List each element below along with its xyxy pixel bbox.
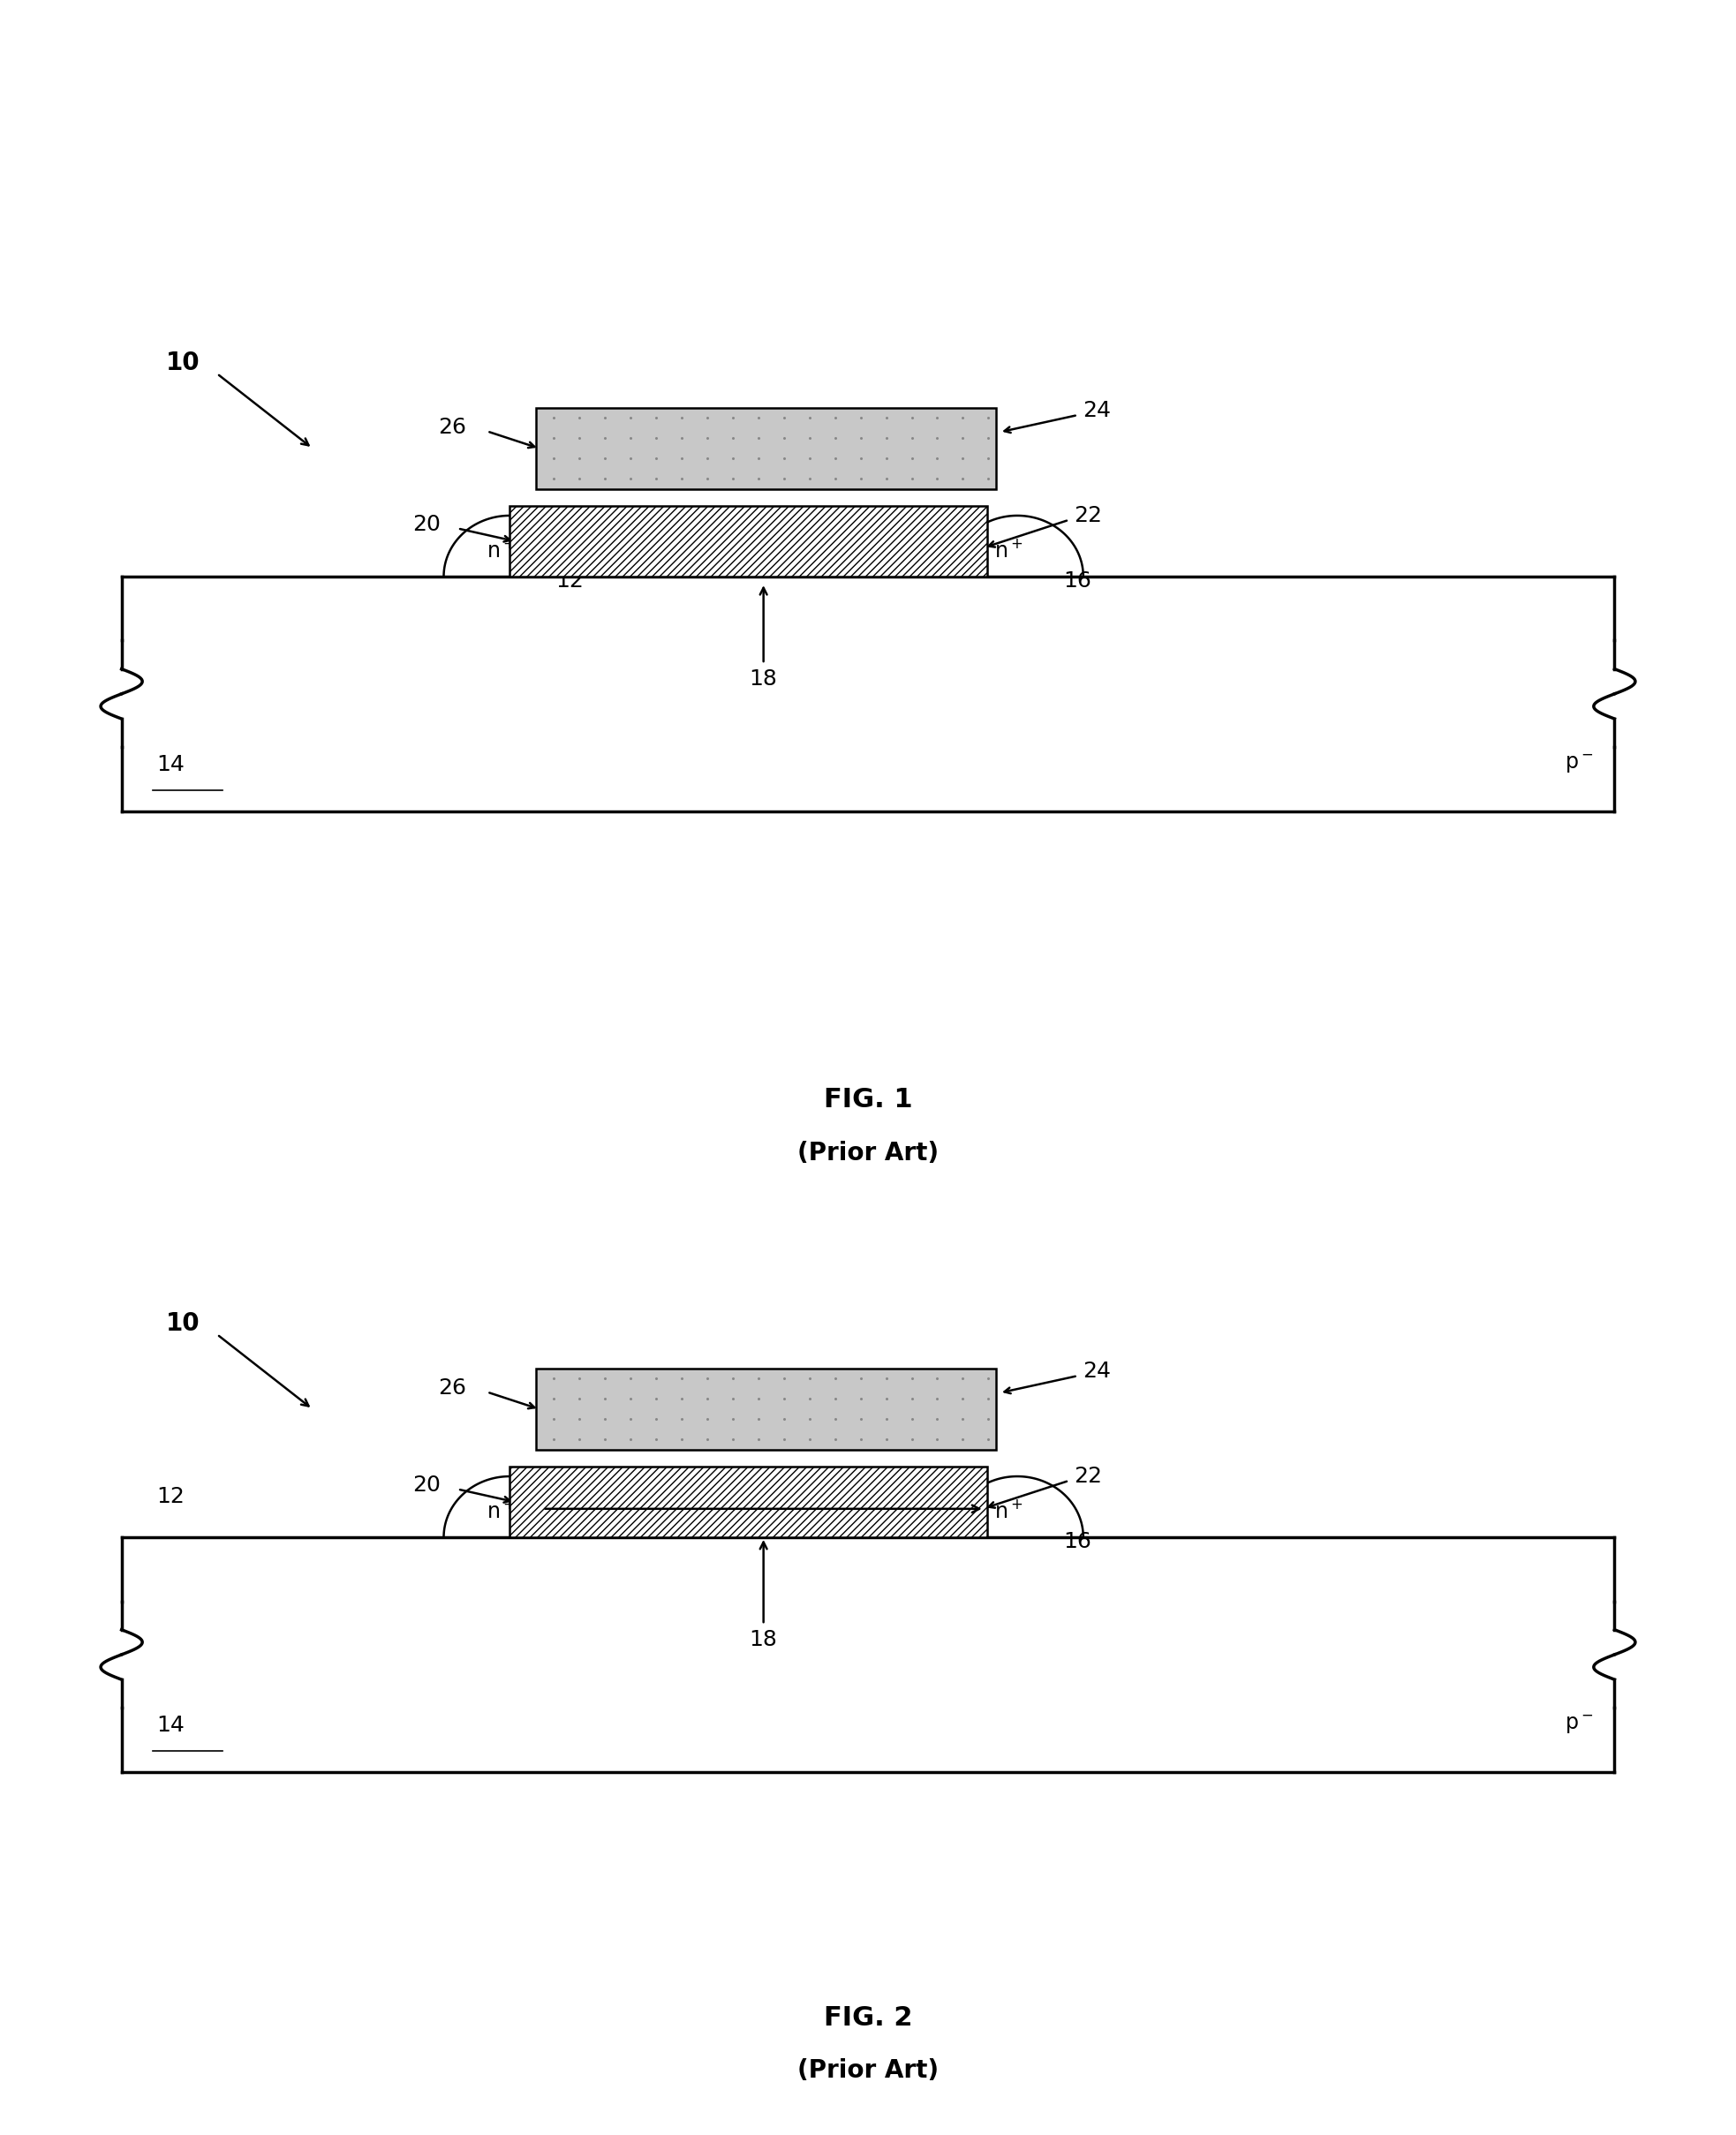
Text: p$^-$: p$^-$ bbox=[1564, 754, 1594, 775]
Text: (Prior Art): (Prior Art) bbox=[797, 2058, 939, 2084]
Text: 18: 18 bbox=[750, 668, 778, 690]
Text: 24: 24 bbox=[1083, 399, 1111, 421]
Text: 24: 24 bbox=[1083, 1360, 1111, 1381]
Text: (Prior Art): (Prior Art) bbox=[797, 1140, 939, 1166]
Text: 26: 26 bbox=[437, 416, 467, 438]
Text: 20: 20 bbox=[411, 515, 441, 534]
Text: 10: 10 bbox=[165, 350, 200, 376]
Text: 22: 22 bbox=[1075, 1467, 1102, 1486]
Bar bbox=[510, 506, 988, 576]
Text: 10: 10 bbox=[165, 1311, 200, 1337]
Bar bbox=[536, 408, 996, 489]
Bar bbox=[510, 1467, 988, 1537]
Text: 12: 12 bbox=[156, 1486, 184, 1507]
Bar bbox=[536, 1369, 996, 1450]
Text: 14: 14 bbox=[156, 1714, 184, 1736]
Text: 26: 26 bbox=[437, 1377, 467, 1398]
Text: 20: 20 bbox=[411, 1475, 441, 1494]
Text: p$^-$: p$^-$ bbox=[1564, 1714, 1594, 1736]
Bar bbox=[510, 1467, 988, 1537]
Bar bbox=[510, 506, 988, 576]
Text: 12: 12 bbox=[556, 570, 583, 591]
Text: n$^+$: n$^+$ bbox=[995, 540, 1023, 562]
Text: 14: 14 bbox=[156, 754, 184, 775]
Text: n$^+$: n$^+$ bbox=[486, 540, 516, 562]
Text: 18: 18 bbox=[750, 1629, 778, 1650]
Text: e$^-$: e$^-$ bbox=[698, 1475, 726, 1497]
Text: n$^+$: n$^+$ bbox=[995, 1501, 1023, 1522]
Text: n$^+$: n$^+$ bbox=[486, 1501, 516, 1522]
Text: 16: 16 bbox=[1064, 570, 1092, 591]
Text: 22: 22 bbox=[1075, 506, 1102, 525]
Text: 16: 16 bbox=[1064, 1531, 1092, 1552]
Text: FIG. 1: FIG. 1 bbox=[823, 1087, 913, 1112]
Text: FIG. 2: FIG. 2 bbox=[823, 2005, 913, 2030]
